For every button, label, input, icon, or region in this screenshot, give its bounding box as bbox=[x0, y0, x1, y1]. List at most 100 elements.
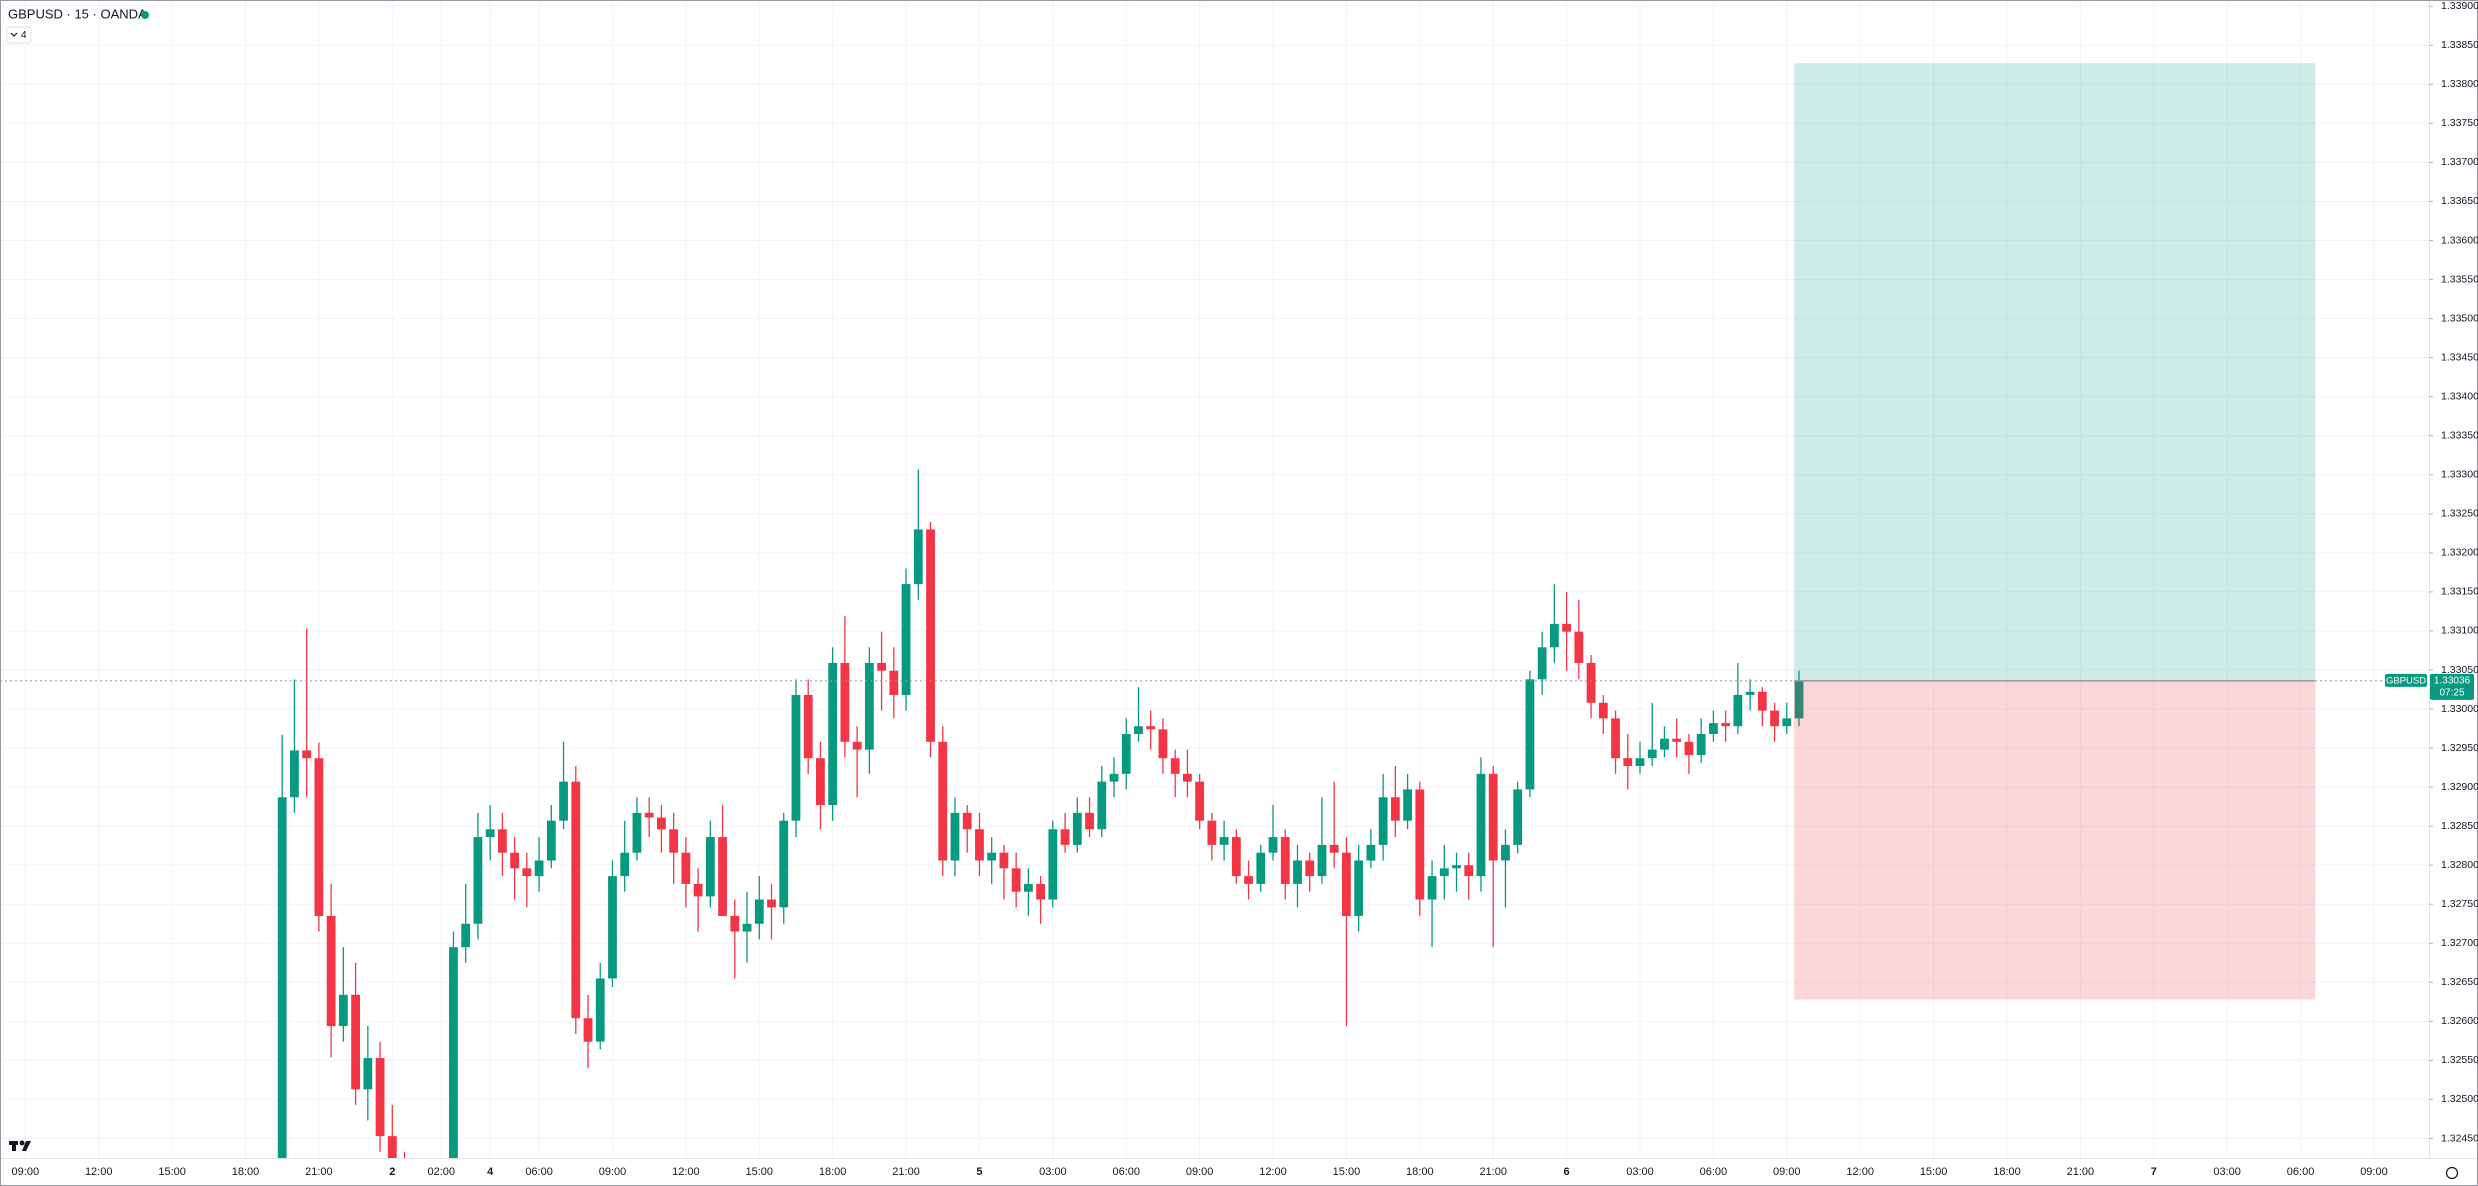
x-tick-label: 18:00 bbox=[1406, 1166, 1434, 1178]
candle-body bbox=[1170, 758, 1180, 774]
y-tick-label: 1.33550 bbox=[2441, 273, 2478, 285]
x-tick-label: 03:00 bbox=[1626, 1166, 1654, 1178]
candle-body bbox=[1011, 868, 1021, 892]
candle-body bbox=[1378, 797, 1388, 845]
x-tick-label: 18:00 bbox=[232, 1166, 260, 1178]
tradingview-logo bbox=[9, 1140, 31, 1151]
x-tick-label: 15:00 bbox=[158, 1166, 186, 1178]
candle-body bbox=[803, 694, 813, 759]
candle-body bbox=[1342, 852, 1351, 916]
x-tick-label: 06:00 bbox=[1700, 1166, 1728, 1178]
candle-body bbox=[962, 812, 972, 830]
candle-body bbox=[1403, 789, 1412, 821]
candle-body bbox=[754, 899, 764, 924]
candle-body bbox=[901, 584, 911, 695]
x-tick-label: 06:00 bbox=[525, 1166, 553, 1178]
x-tick-label: 09:00 bbox=[12, 1166, 40, 1178]
candle-body bbox=[767, 899, 776, 908]
y-tick-label: 1.32950 bbox=[2441, 742, 2478, 754]
candle-body bbox=[534, 860, 544, 877]
candle-body bbox=[1072, 812, 1082, 845]
candle-body bbox=[522, 868, 532, 877]
candle-body bbox=[1782, 718, 1792, 727]
candle-body bbox=[1574, 631, 1584, 663]
candle-body bbox=[1109, 773, 1119, 782]
candle-body bbox=[1672, 738, 1682, 742]
x-tick-label: 18:00 bbox=[819, 1166, 847, 1178]
candle-body bbox=[1757, 691, 1767, 711]
candle-body bbox=[718, 837, 727, 916]
x-tick-label: 09:00 bbox=[1773, 1166, 1801, 1178]
candle-body bbox=[657, 817, 666, 830]
candle-body bbox=[559, 781, 568, 821]
y-tick-label: 1.32450 bbox=[2441, 1132, 2478, 1144]
x-tick-label: 21:00 bbox=[305, 1166, 333, 1178]
x-tick-label: 03:00 bbox=[1039, 1166, 1067, 1178]
candle-body bbox=[1268, 837, 1278, 853]
candle-body bbox=[852, 741, 862, 750]
candle-body bbox=[950, 812, 960, 861]
candle-body bbox=[1121, 733, 1131, 774]
candle-body bbox=[351, 994, 361, 1090]
candle-body bbox=[816, 758, 825, 806]
candle-body bbox=[1415, 789, 1425, 900]
candle-body bbox=[314, 758, 324, 916]
candle-body bbox=[1195, 781, 1205, 821]
market-status bbox=[141, 11, 149, 19]
price-label: 1.33036 bbox=[2434, 676, 2471, 687]
candle-body bbox=[779, 820, 789, 908]
candle-body bbox=[1293, 860, 1302, 884]
candle-body bbox=[1134, 726, 1143, 734]
candle-body bbox=[449, 947, 458, 1158]
settings-icon[interactable] bbox=[2445, 1166, 2459, 1180]
x-tick-label: 21:00 bbox=[2067, 1166, 2095, 1178]
candle-body bbox=[338, 994, 348, 1027]
candle-body bbox=[1231, 837, 1241, 877]
symbol-label-box bbox=[2385, 673, 2427, 687]
candle-body bbox=[1721, 723, 1731, 727]
y-tick-label: 1.33100 bbox=[2441, 625, 2478, 637]
candle-body bbox=[1244, 876, 1253, 884]
candle-body bbox=[730, 915, 740, 932]
candle-body bbox=[473, 837, 483, 924]
candle-body bbox=[1427, 876, 1437, 900]
y-tick-label: 1.32700 bbox=[2441, 937, 2478, 949]
candle-body bbox=[1183, 773, 1192, 782]
candle-body bbox=[1390, 797, 1400, 821]
candle-body bbox=[644, 812, 654, 818]
candle-body bbox=[669, 829, 679, 853]
legend-toggle[interactable] bbox=[6, 26, 32, 44]
y-tick-label: 1.32800 bbox=[2441, 859, 2478, 871]
candle-body bbox=[1464, 865, 1474, 877]
x-tick-label: 6 bbox=[1564, 1166, 1570, 1178]
y-tick-label: 1.33750 bbox=[2441, 117, 2478, 129]
price-label-box bbox=[2430, 673, 2474, 700]
y-tick-label: 1.32600 bbox=[2441, 1015, 2478, 1027]
candle-body bbox=[546, 820, 556, 861]
candle-body bbox=[1060, 829, 1070, 845]
target-zone bbox=[1794, 63, 2316, 681]
candle-body bbox=[1708, 723, 1718, 734]
candle-body bbox=[828, 662, 838, 806]
y-tick-label: 1.32750 bbox=[2441, 898, 2478, 910]
candle-body bbox=[290, 750, 299, 798]
x-tick-label: 09:00 bbox=[2360, 1166, 2388, 1178]
y-tick-label: 1.33250 bbox=[2441, 508, 2478, 520]
candle-body bbox=[1317, 844, 1327, 877]
candle-body bbox=[1366, 844, 1376, 861]
y-tick-label: 1.33000 bbox=[2441, 703, 2478, 715]
candle-body bbox=[1623, 758, 1633, 767]
x-tick-label: 15:00 bbox=[746, 1166, 774, 1178]
y-tick-label: 1.32850 bbox=[2441, 820, 2478, 832]
x-tick-label: 15:00 bbox=[1920, 1166, 1948, 1178]
candle-body bbox=[302, 750, 312, 759]
y-tick-label: 1.32550 bbox=[2441, 1054, 2478, 1066]
indicator-count: 4 bbox=[21, 30, 27, 41]
candle-body bbox=[1452, 865, 1461, 869]
candle-body bbox=[681, 852, 691, 884]
candle-body bbox=[387, 1136, 397, 1158]
candle-body bbox=[1097, 781, 1107, 830]
x-tick-label: 7 bbox=[2151, 1166, 2157, 1178]
x-tick-label: 12:00 bbox=[85, 1166, 113, 1178]
